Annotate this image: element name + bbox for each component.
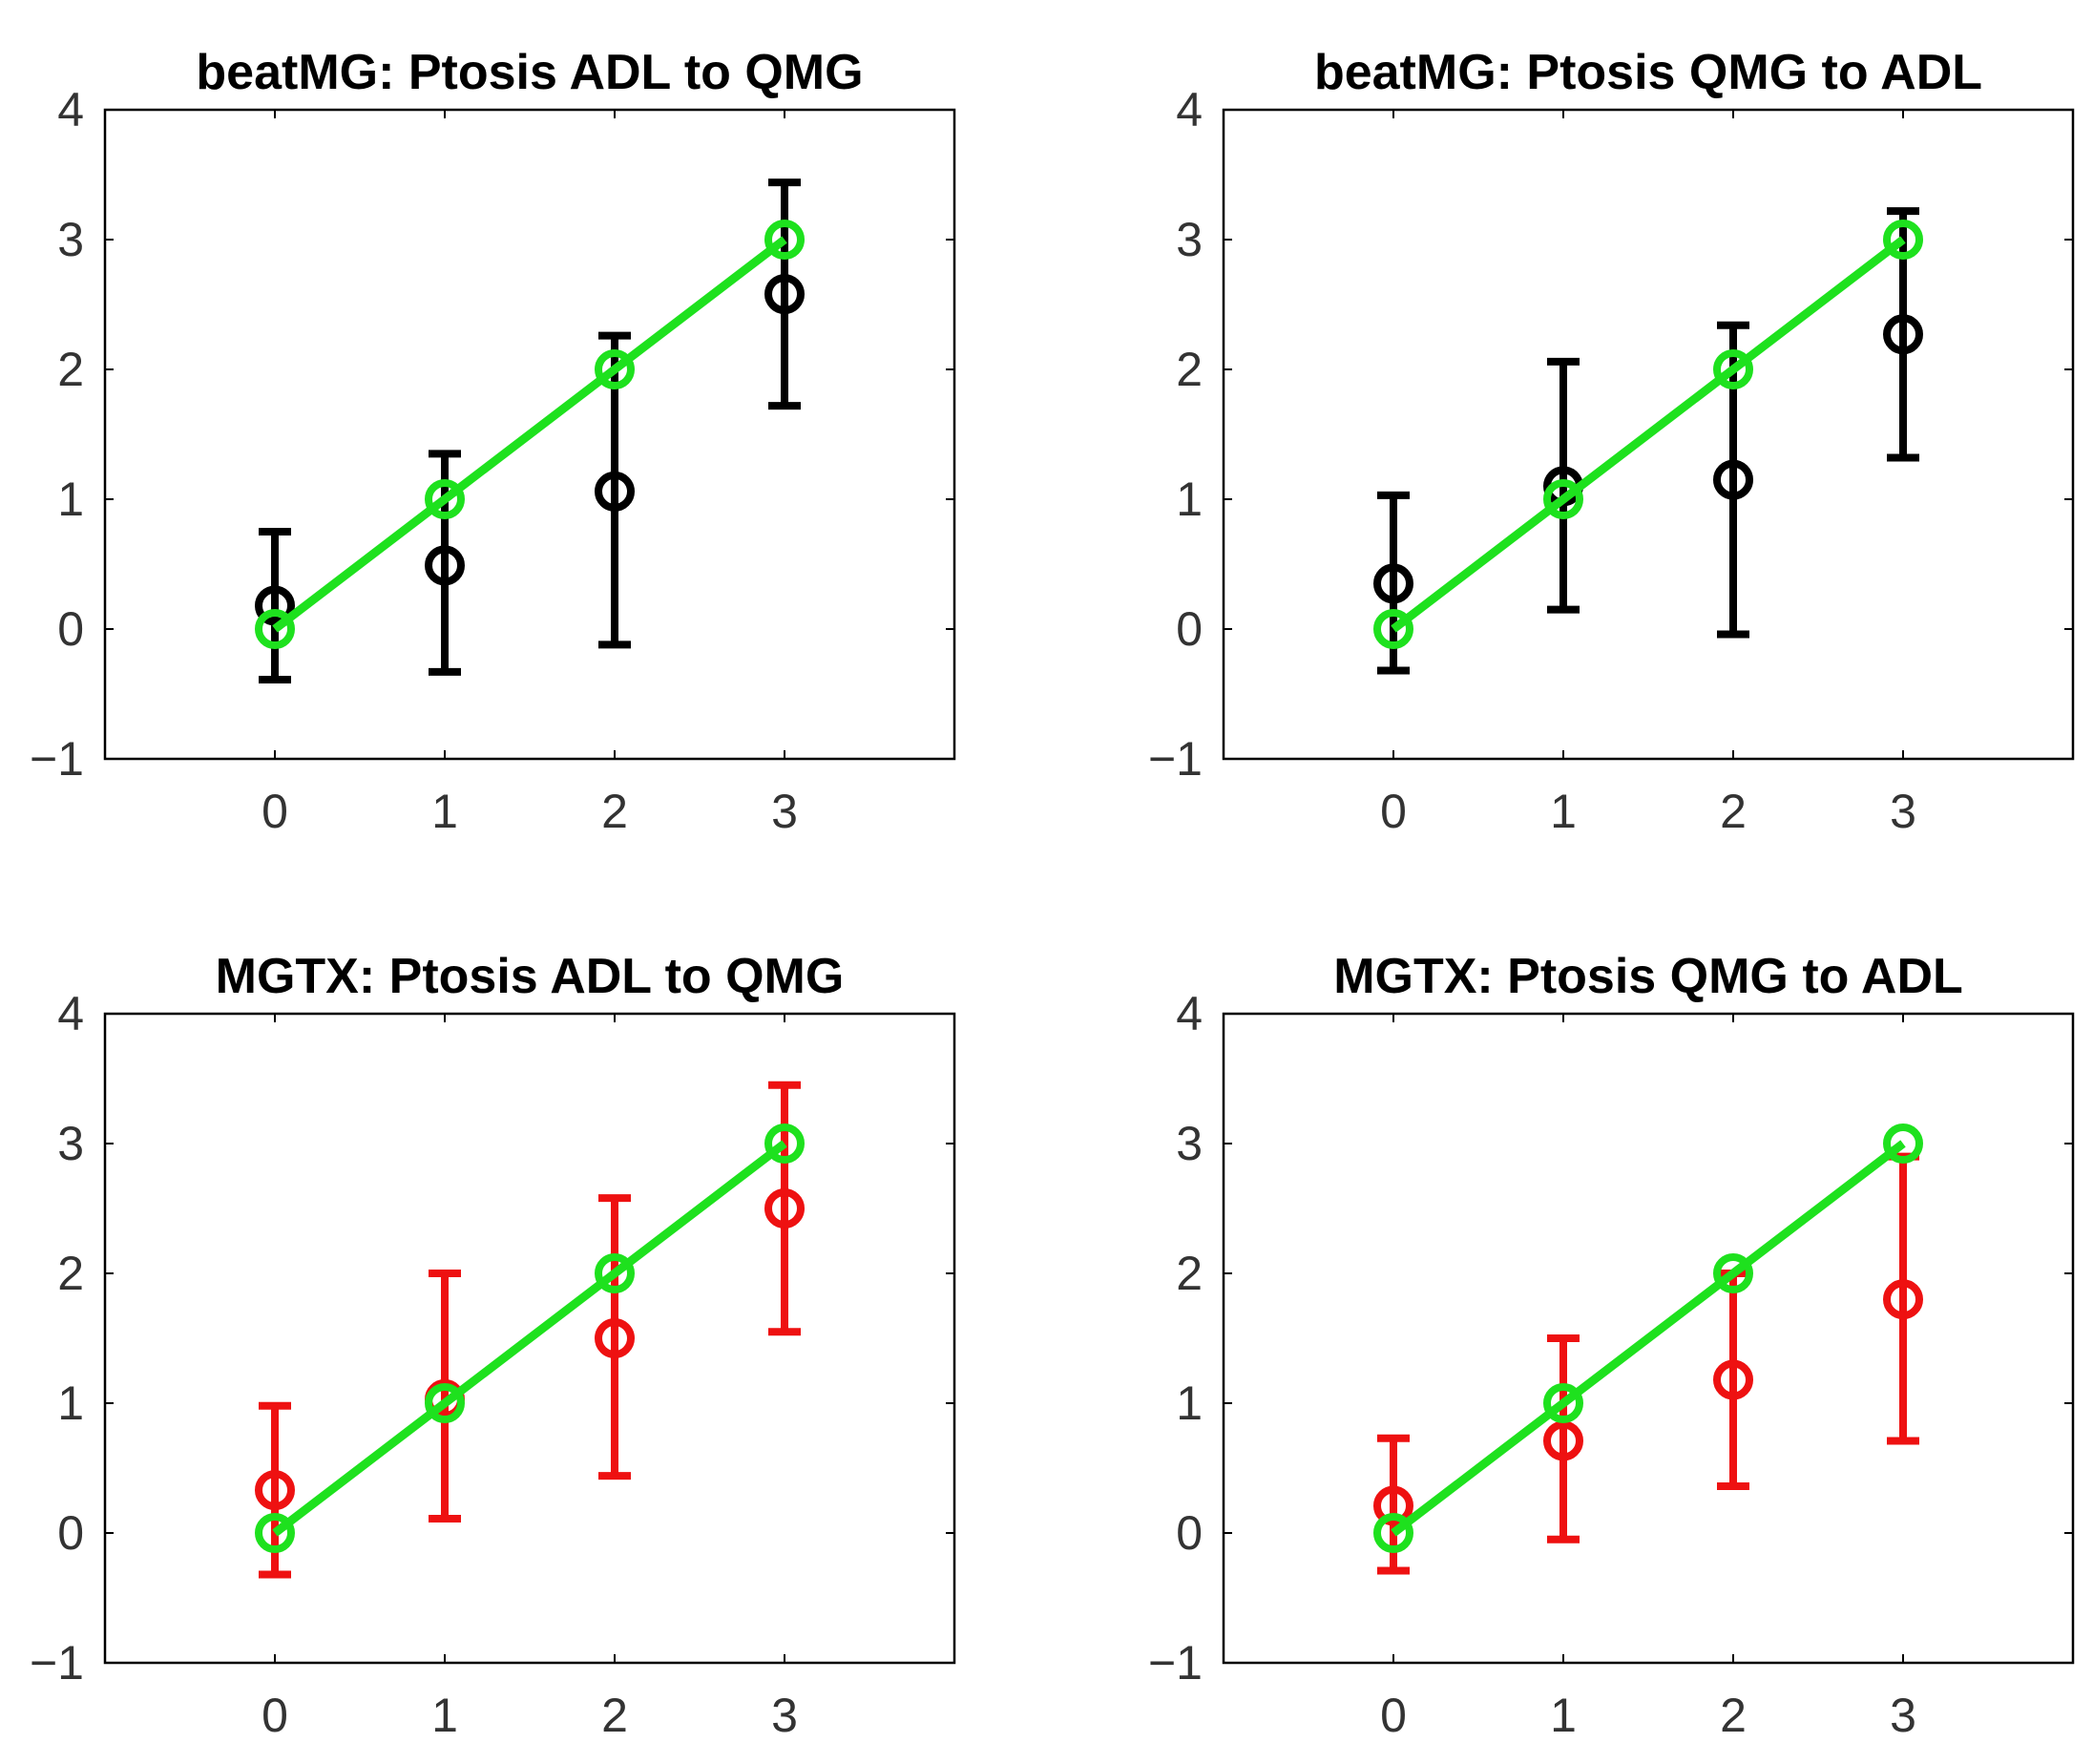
- y-tick-label: 2: [1176, 343, 1203, 396]
- y-tick-label: 4: [1176, 83, 1203, 136]
- identity-marker: [1543, 479, 1583, 519]
- y-tick-label: 0: [1176, 602, 1203, 656]
- y-tick-label: 3: [57, 1117, 84, 1170]
- panel-title: MGTX: Ptosis ADL to QMG: [216, 949, 845, 1004]
- error-bar: [1547, 1334, 1580, 1544]
- y-tick-label: 3: [57, 213, 84, 266]
- y-tick-label: 1: [1176, 472, 1203, 526]
- identity-marker: [595, 349, 635, 389]
- y-tick-label: 4: [57, 987, 84, 1040]
- observed-marker: [1713, 459, 1753, 500]
- observed-marker: [1373, 563, 1413, 604]
- x-tick-label: 1: [1550, 1689, 1577, 1742]
- y-tick-label: −1: [30, 1636, 84, 1690]
- y-tick-label: −1: [1148, 732, 1203, 786]
- error-bar: [429, 1270, 461, 1523]
- identity-marker: [255, 609, 295, 649]
- y-tick-label: 0: [1176, 1506, 1203, 1560]
- error-bar: [598, 1194, 631, 1480]
- identity-marker: [425, 1383, 465, 1423]
- identity-marker: [1883, 220, 1923, 260]
- observed-marker: [1883, 314, 1923, 355]
- x-tick-label: 2: [1720, 1689, 1747, 1742]
- x-tick-label: 1: [1550, 785, 1577, 838]
- identity-marker: [764, 220, 805, 260]
- observed-marker: [595, 471, 635, 512]
- chart-panel-1: beatMG: Ptosis ADL to QMG −1 0 1 2 3 4 0 1 2 3: [30, 45, 956, 838]
- y-tick-label: 2: [1176, 1247, 1203, 1300]
- observed-marker: [764, 1188, 805, 1228]
- identity-line: [272, 236, 787, 633]
- x-tick-label: 1: [431, 785, 458, 838]
- y-tick-label: 1: [1176, 1376, 1203, 1430]
- observed-marker: [1713, 1359, 1753, 1400]
- identity-marker: [1543, 1383, 1583, 1423]
- x-tick-label: 2: [1720, 785, 1747, 838]
- y-tick-label: 4: [57, 83, 84, 136]
- y-tick-label: 0: [57, 602, 84, 656]
- axes-frame: [103, 1012, 956, 1665]
- y-tick-label: 4: [1176, 987, 1203, 1040]
- observed-marker: [1373, 1485, 1413, 1526]
- y-tick-label: 3: [1176, 213, 1203, 266]
- y-tick-label: −1: [30, 732, 84, 786]
- y-tick-label: 0: [57, 1506, 84, 1560]
- observed-marker: [425, 545, 465, 586]
- observed-marker: [1883, 1279, 1923, 1320]
- identity-marker: [595, 1253, 635, 1293]
- identity-marker: [1713, 1253, 1753, 1293]
- identity-marker: [1713, 349, 1753, 389]
- x-tick-label: 3: [1890, 1689, 1916, 1742]
- y-tick-label: 1: [57, 472, 84, 526]
- identity-marker: [425, 479, 465, 519]
- chart-panel-2: beatMG: Ptosis QMG to ADL −1 0 1 2 3 4 0 1 2 3: [1148, 45, 2075, 838]
- axes-frame: [1222, 1012, 2075, 1665]
- identity-marker: [1883, 1124, 1923, 1164]
- panel-title: beatMG: Ptosis ADL to QMG: [196, 45, 863, 100]
- identity-line: [1391, 1140, 1906, 1537]
- identity-marker: [1373, 1513, 1413, 1553]
- x-tick-label: 0: [262, 785, 288, 838]
- x-tick-label: 2: [601, 785, 628, 838]
- x-tick-label: 3: [771, 1689, 798, 1742]
- error-bar: [1717, 321, 1749, 639]
- chart-panel-4: MGTX: Ptosis QMG to ADL −1 0 1 2 3 4 0 1 2 3: [1148, 949, 2075, 1742]
- axes-frame: [103, 108, 956, 761]
- x-tick-label: 0: [1380, 1689, 1407, 1742]
- chart-panel-3: MGTX: Ptosis ADL to QMG −1 0 1 2 3 4 0 1 2 3: [30, 949, 956, 1742]
- y-tick-label: −1: [1148, 1636, 1203, 1690]
- error-bar: [1377, 491, 1410, 675]
- panel-title: beatMG: Ptosis QMG to ADL: [1314, 45, 1982, 100]
- x-tick-label: 0: [1380, 785, 1407, 838]
- x-tick-label: 2: [601, 1689, 628, 1742]
- error-bar: [259, 528, 291, 684]
- observed-marker: [1543, 1420, 1583, 1461]
- identity-marker: [764, 1124, 805, 1164]
- x-tick-label: 3: [771, 785, 798, 838]
- axes-frame: [1222, 108, 2075, 761]
- observed-marker: [255, 1470, 295, 1511]
- error-bar: [429, 450, 461, 676]
- y-tick-label: 2: [57, 343, 84, 396]
- y-tick-label: 1: [57, 1376, 84, 1430]
- observed-marker: [595, 1318, 635, 1358]
- identity-marker: [255, 1513, 295, 1553]
- identity-line: [272, 1140, 787, 1537]
- observed-marker: [255, 585, 295, 626]
- identity-line: [1391, 236, 1906, 633]
- observed-marker: [764, 274, 805, 315]
- identity-marker: [1373, 609, 1413, 649]
- y-tick-label: 2: [57, 1247, 84, 1300]
- y-tick-label: 3: [1176, 1117, 1203, 1170]
- x-tick-label: 0: [262, 1689, 288, 1742]
- panel-title: MGTX: Ptosis QMG to ADL: [1333, 949, 1963, 1004]
- x-tick-label: 1: [431, 1689, 458, 1742]
- x-tick-label: 3: [1890, 785, 1916, 838]
